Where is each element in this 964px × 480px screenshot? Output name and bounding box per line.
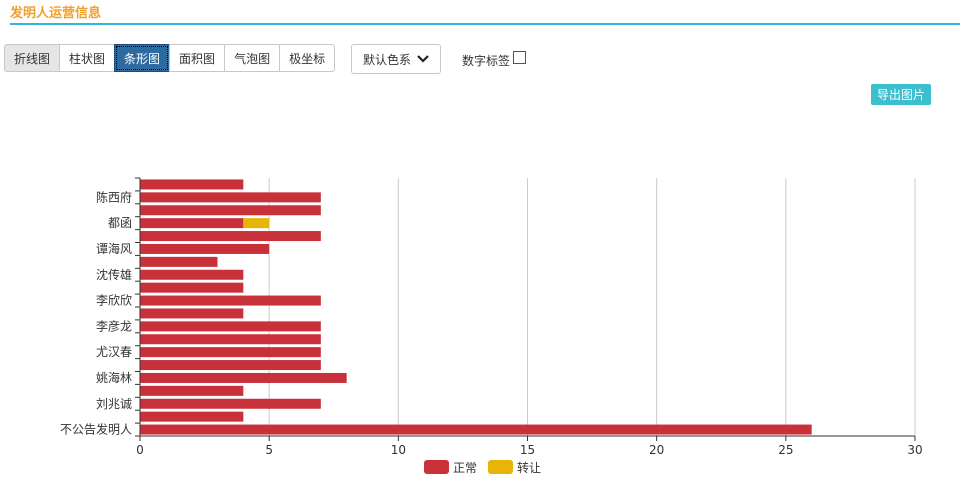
bar-normal [140, 231, 321, 242]
number-label-toggle: 数字标签 [462, 51, 527, 69]
polar-chart-button[interactable]: 极坐标 [279, 44, 336, 72]
bar-normal [140, 411, 244, 422]
bar-normal [140, 269, 244, 280]
bar-normal [140, 321, 321, 332]
bar-normal [140, 385, 244, 396]
bubble-chart-button[interactable]: 气泡图 [224, 44, 281, 72]
y-tick-label: 都函 [108, 216, 132, 230]
chart-type-toolbar: 折线图 柱状图 条形图 面积图 气泡图 极坐标 [4, 44, 336, 72]
number-label-text: 数字标签 [462, 54, 511, 68]
legend-label: 正常 [453, 461, 477, 475]
y-tick-label: 沈传雄 [96, 267, 132, 282]
bar-transfer [243, 218, 270, 229]
y-tick-label: 谭海风 [96, 241, 132, 256]
title-divider [10, 23, 960, 25]
bar-normal [140, 347, 321, 358]
bar-normal [140, 424, 812, 435]
bar-normal [140, 256, 218, 267]
bar-normal [140, 218, 244, 229]
color-scheme-label: 默认色系 [362, 52, 411, 67]
bar-normal [140, 295, 321, 306]
x-tick-label: 30 [907, 443, 922, 457]
y-tick-label: 姚海林 [96, 370, 132, 385]
bar-normal [140, 205, 321, 216]
chevron-down-icon [417, 55, 429, 63]
bar-normal [140, 308, 244, 319]
x-tick-label: 5 [265, 443, 273, 457]
x-tick-label: 0 [136, 443, 144, 457]
number-label-checkbox[interactable] [513, 51, 527, 64]
y-tick-label: 刘兆诚 [96, 397, 132, 411]
legend-swatch-normal [424, 460, 449, 474]
x-tick-label: 10 [391, 443, 406, 457]
export-image-button[interactable]: 导出图片 [871, 84, 931, 105]
y-tick-label: 不公告发明人 [60, 422, 132, 437]
y-tick-label: 陈西府 [96, 189, 132, 204]
x-tick-label: 15 [520, 443, 535, 457]
x-tick-label: 20 [649, 443, 664, 457]
bar-normal [140, 334, 321, 345]
y-tick-label: 李彦龙 [96, 318, 132, 333]
bar-normal [140, 398, 321, 409]
bar-normal [140, 282, 244, 293]
color-scheme-dropdown[interactable]: 默认色系 [351, 44, 441, 74]
y-tick-label: 李欣欣 [96, 293, 132, 308]
bar-normal [140, 243, 270, 254]
column-chart-button[interactable]: 柱状图 [59, 44, 116, 72]
y-tick-label: 尤汉春 [96, 345, 132, 359]
bar-normal [140, 372, 347, 383]
legend-label: 转让 [517, 460, 541, 475]
bar-normal [140, 360, 321, 371]
page-title: 发明人运营信息 [10, 6, 102, 21]
bar-normal [140, 179, 244, 190]
bar-normal [140, 192, 321, 203]
x-tick-label: 25 [778, 443, 793, 457]
area-chart-button[interactable]: 面积图 [169, 44, 226, 72]
legend-swatch-transfer [488, 460, 513, 474]
